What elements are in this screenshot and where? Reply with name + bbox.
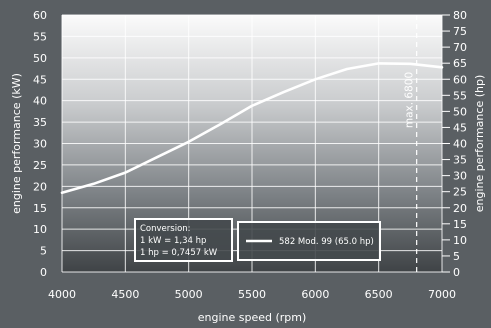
y-right-tick-label: 25 — [453, 186, 467, 199]
y-left-tick-label: 5 — [40, 245, 47, 258]
y-right-tick-label: 55 — [453, 89, 467, 102]
conversion-title: Conversion: — [140, 224, 191, 234]
y-left-tick-label: 30 — [33, 138, 47, 151]
y-right-tick-label: 10 — [453, 234, 467, 247]
conversion-line-2: 1 hp = 0,7457 kW — [140, 248, 218, 258]
y-axis-right-label: engine performance (hp) — [473, 75, 486, 213]
y-right-tick-label: 30 — [453, 170, 467, 183]
y-right-tick-label: 75 — [453, 25, 467, 38]
y-left-tick-label: 55 — [33, 30, 47, 43]
x-tick-label: 7000 — [428, 288, 456, 301]
x-axis: 4000 4500 5000 5500 6000 6500 7000 — [48, 288, 456, 301]
y-left-tick-label: 50 — [33, 52, 47, 65]
series-group — [60, 62, 444, 195]
x-tick-label: 5500 — [238, 288, 266, 301]
conversion-box — [134, 218, 233, 262]
y-left-tick-label: 40 — [33, 95, 47, 108]
y-left-tick-label: 35 — [33, 116, 47, 129]
y-right-tick-label: 35 — [453, 154, 467, 167]
x-tick-label: 4500 — [111, 288, 139, 301]
max-annotation: max. 6800 — [404, 15, 418, 272]
y-right-tick-label: 15 — [453, 218, 467, 231]
conversion-line-1: 1 kW = 1,34 hp — [140, 236, 206, 246]
y-axis-left-label: engine performance (kW) — [10, 73, 23, 214]
y-right-tick-label: 20 — [453, 202, 467, 215]
y-left-tick-label: 45 — [33, 73, 47, 86]
y-left-tick-label: 60 — [33, 9, 47, 22]
right-axis: 0 5 10 15 20 25 30 35 40 45 50 55 60 65 70 75 80 — [442, 9, 467, 279]
y-left-tick-label: 25 — [33, 159, 47, 172]
left-axis: 0 5 10 15 20 25 30 35 40 45 50 55 60 — [33, 9, 47, 279]
y-right-tick-label: 70 — [453, 41, 467, 54]
legend: Conversion: 1 kW = 1,34 hp 1 hp = 0,7457 k… — [134, 218, 381, 262]
y-right-tick-label: 45 — [453, 121, 467, 134]
y-right-tick-label: 5 — [453, 250, 460, 263]
max-label: max. 6800 — [404, 72, 416, 128]
x-tick-label: 6500 — [365, 288, 393, 301]
y-right-tick-label: 50 — [453, 105, 467, 118]
legend-entry: 582 Mod. 99 (65.0 hp) — [279, 237, 374, 247]
y-right-tick-label: 80 — [453, 9, 467, 22]
x-axis-label: engine speed (rpm) — [198, 311, 307, 324]
y-left-tick-label: 0 — [40, 266, 47, 279]
x-tick-label: 6000 — [301, 288, 329, 301]
y-right-tick-label: 65 — [453, 57, 467, 70]
x-tick-label: 4000 — [48, 288, 76, 301]
y-left-tick-label: 15 — [33, 202, 47, 215]
x-tick-label: 5000 — [175, 288, 203, 301]
y-right-tick-label: 0 — [453, 266, 460, 279]
y-right-tick-label: 60 — [453, 73, 467, 86]
y-right-tick-label: 40 — [453, 138, 467, 151]
y-left-tick-label: 10 — [33, 223, 47, 236]
y-left-tick-label: 20 — [33, 180, 47, 193]
series-line — [60, 62, 444, 195]
